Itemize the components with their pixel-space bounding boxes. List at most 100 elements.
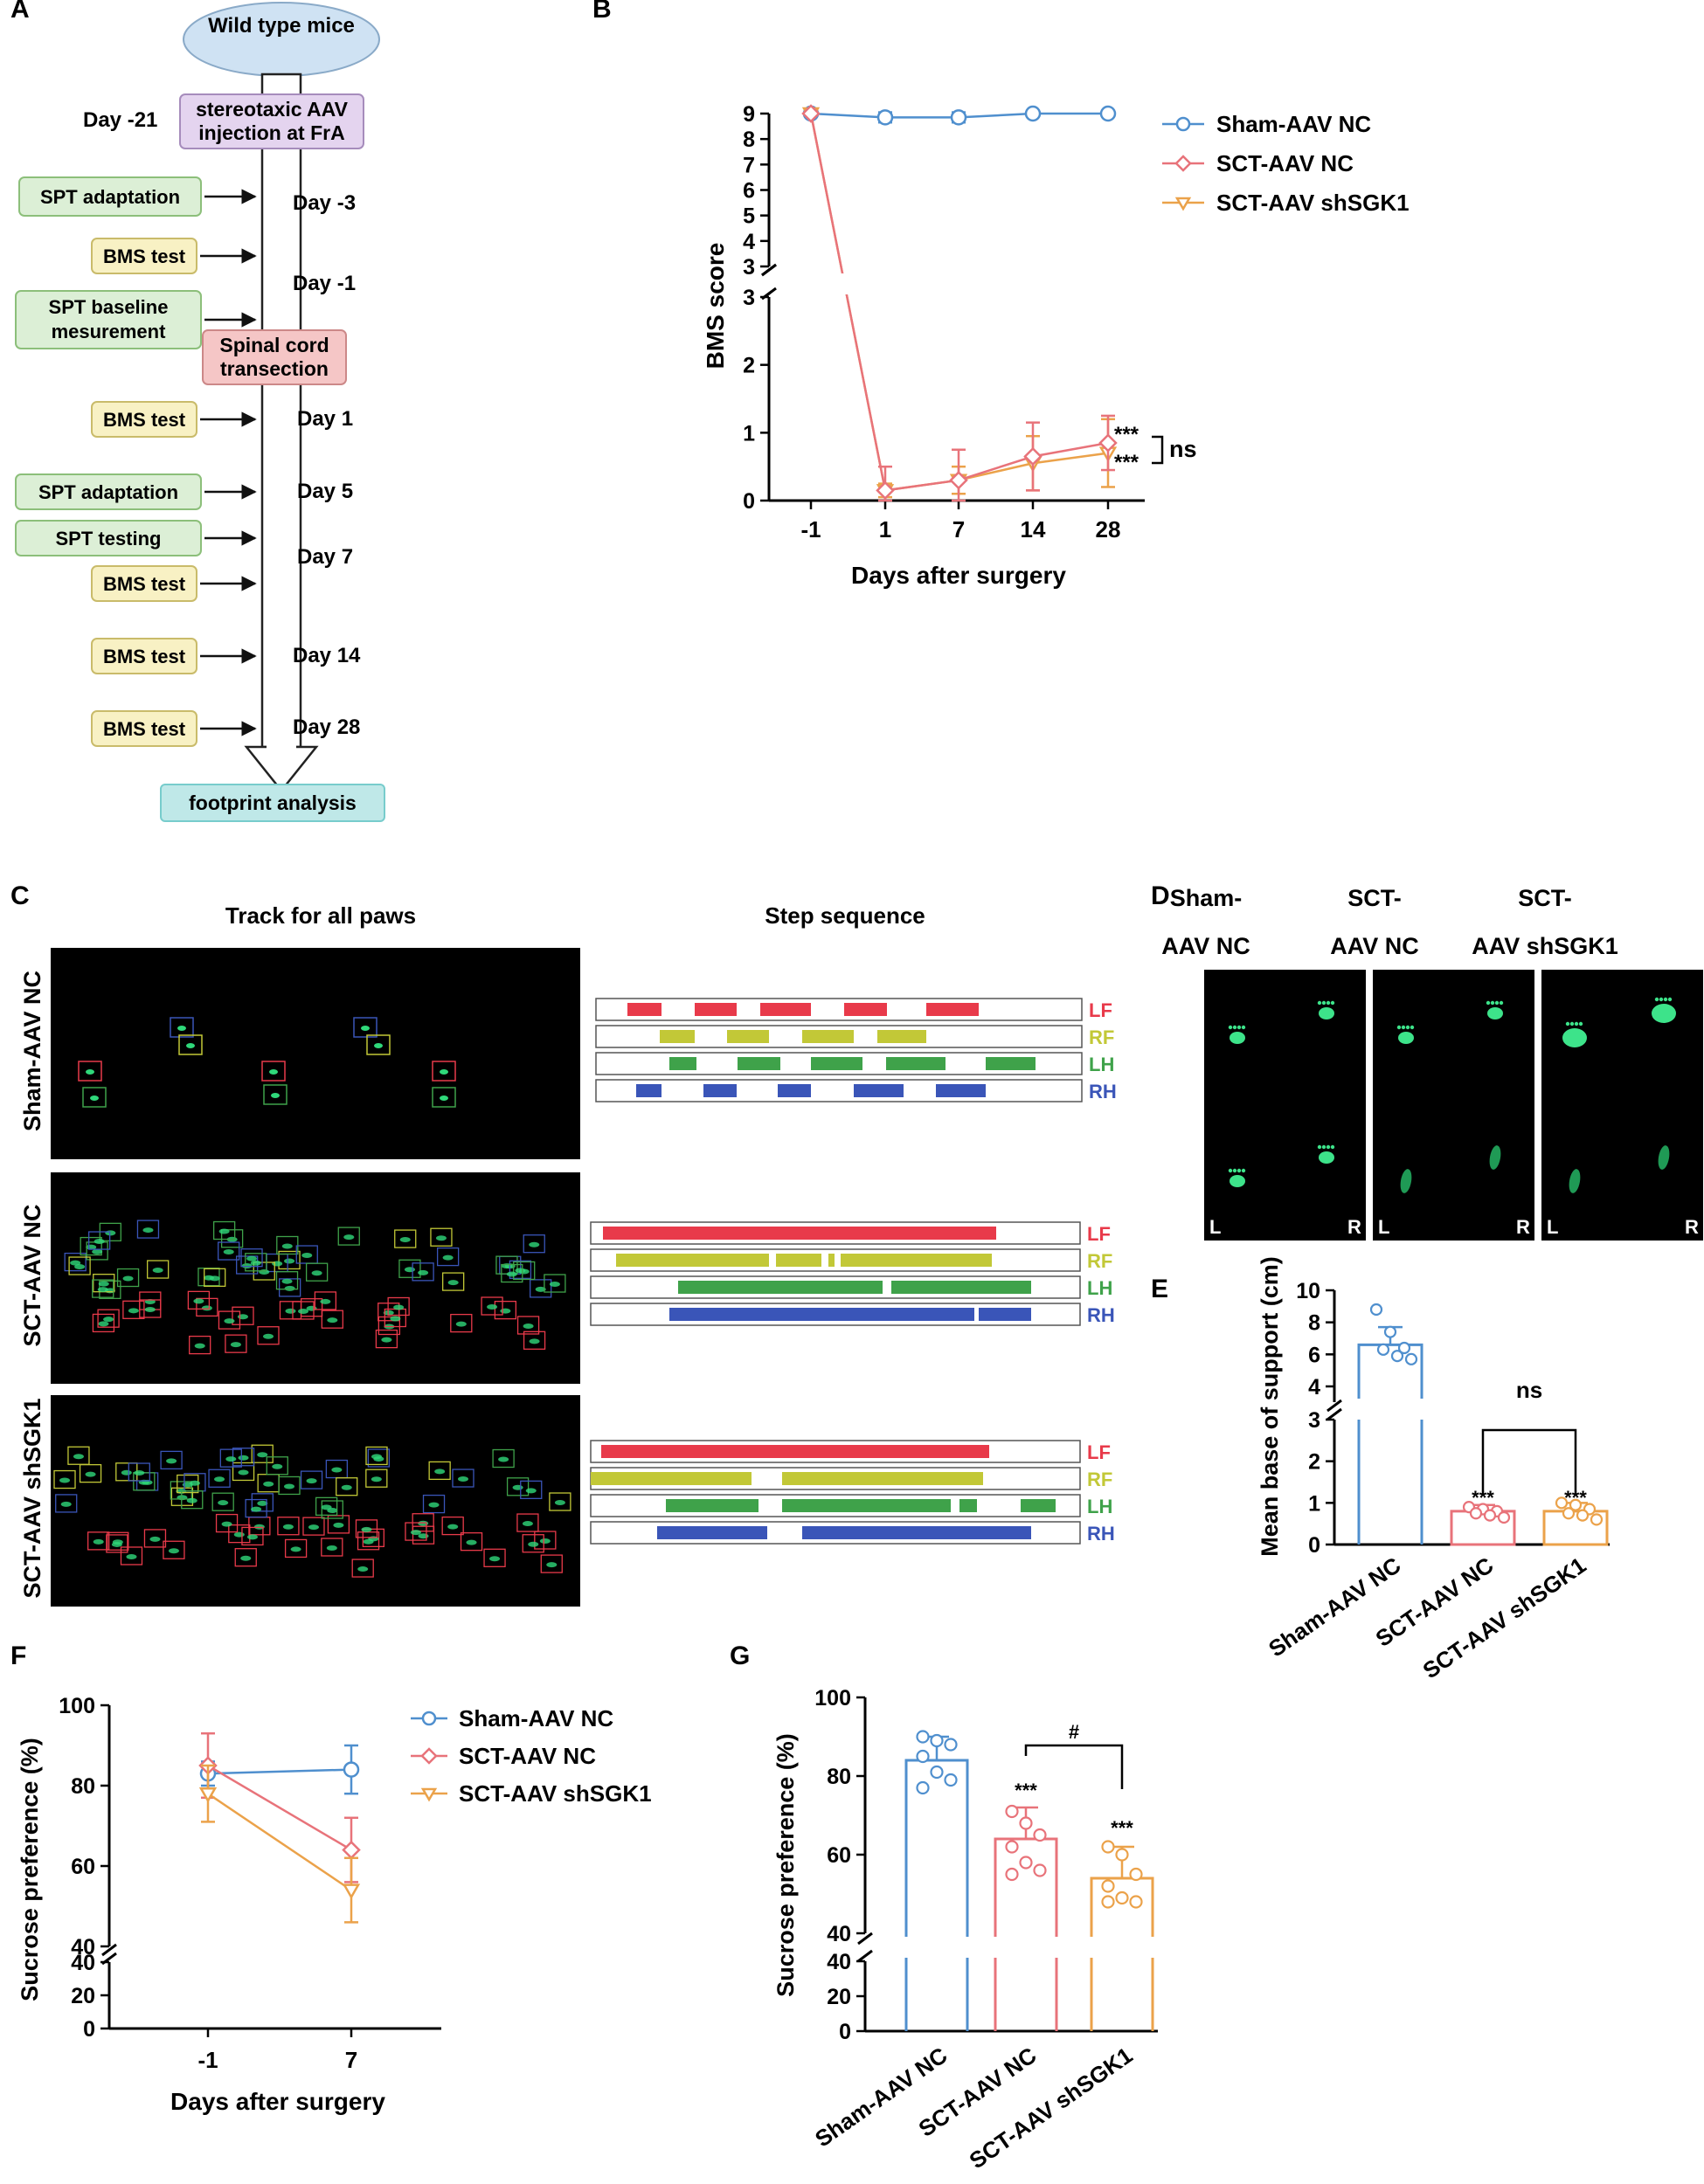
event-box	[15, 520, 202, 556]
y-tick-label: 20	[827, 1985, 851, 2009]
paw-print	[1400, 1169, 1412, 1193]
paw-detection-box	[530, 1279, 552, 1298]
paw-detection-box	[139, 1299, 162, 1318]
data-point	[1115, 1848, 1129, 1862]
start-label: Wild type mice	[208, 14, 355, 38]
y-tick-label: 6	[1308, 1343, 1320, 1367]
sct-label: Spinal cord transection	[219, 334, 329, 380]
step-bar	[616, 1254, 769, 1267]
event-box	[91, 401, 197, 438]
step-bar	[666, 1499, 758, 1512]
toe-print	[1228, 1168, 1233, 1173]
event-box	[91, 238, 197, 274]
data-point	[1576, 1509, 1590, 1522]
data-point	[1569, 1498, 1583, 1511]
row-label: SCT-AAV NC	[19, 1204, 45, 1346]
y-tick-label: 0	[743, 489, 755, 514]
data-point	[342, 1883, 361, 1900]
paw-print	[434, 1469, 446, 1475]
data-point	[420, 1787, 438, 1802]
paw-print	[341, 1484, 352, 1490]
paw-print	[418, 1269, 429, 1275]
paw-print	[308, 1524, 319, 1531]
toe-print	[1228, 1025, 1233, 1030]
paw-print	[1569, 1169, 1581, 1193]
text-line: stereotaxic AAV	[196, 98, 349, 121]
paw-detection-box	[366, 1034, 391, 1055]
step-lane	[595, 1079, 1083, 1102]
paw-print	[94, 1239, 105, 1245]
track-title: Track for all paws	[225, 902, 416, 929]
step-bar	[811, 1057, 862, 1070]
paw-print	[285, 1308, 296, 1314]
text-line: SPT baseline	[49, 296, 169, 318]
axis-break	[761, 287, 777, 301]
paw-print	[418, 1520, 429, 1526]
y-tick-label: 60	[827, 1843, 851, 1868]
step-bar	[854, 1084, 904, 1097]
step-bar	[782, 1472, 983, 1485]
paw-print	[90, 1095, 99, 1101]
paw-label: RH	[1087, 1523, 1115, 1545]
paw-detection-box	[412, 1525, 435, 1545]
paw-detection-box	[219, 1448, 242, 1468]
right-label: R	[1685, 1216, 1699, 1238]
paw-print	[263, 1333, 274, 1339]
data-point	[1590, 1513, 1604, 1526]
data-point	[916, 1749, 930, 1764]
step-bar	[926, 1003, 979, 1016]
toe-print	[1241, 1168, 1246, 1173]
paw-print	[404, 1267, 415, 1273]
footprint-box	[160, 784, 385, 822]
step-bar	[782, 1499, 951, 1512]
paw-detection-box	[204, 1268, 226, 1287]
paw-detection-box	[522, 1534, 544, 1553]
legend-label: Sham-AAV NC	[1216, 111, 1371, 137]
data-point	[1033, 1828, 1047, 1842]
data-point	[1376, 1343, 1390, 1356]
paw-detection-box	[387, 1296, 410, 1317]
paw-detection-box	[501, 1263, 523, 1283]
x-tick-label: SCT-AAV shSGK1	[1418, 1552, 1591, 1683]
toe-print	[1321, 1000, 1326, 1006]
left-label: L	[1209, 1216, 1221, 1238]
paw-detection-box	[128, 1462, 150, 1482]
day-label: Day -3	[293, 191, 356, 215]
track-image	[51, 948, 580, 1159]
paw-detection-box	[178, 1034, 203, 1055]
data-point	[1174, 155, 1192, 172]
paw-print	[246, 1255, 258, 1261]
paw-detection-box	[355, 1519, 378, 1538]
paw-detection-box	[516, 1316, 540, 1335]
data-point	[1115, 1890, 1129, 1905]
paw-print	[59, 1477, 71, 1483]
column-header: Sham-	[1170, 885, 1243, 911]
paw-detection-box	[97, 1309, 120, 1328]
paw-detection-box	[245, 1498, 267, 1518]
paw-print	[361, 1526, 372, 1532]
panel-letter-e: E	[1151, 1275, 1168, 1303]
paw-detection-box	[87, 1531, 110, 1551]
paw-label: LF	[1087, 1441, 1111, 1463]
paw-print	[168, 1548, 179, 1554]
paw-detection-box	[357, 1531, 380, 1551]
paw-detection-box	[251, 1493, 274, 1512]
y-tick-label: 8	[1308, 1311, 1320, 1336]
bar	[994, 1958, 1058, 2031]
paw-print	[457, 1476, 468, 1482]
toe-print	[1499, 1000, 1504, 1006]
bar	[904, 1958, 969, 2031]
paw-detection-box	[212, 1220, 236, 1241]
text-line: BMS test	[103, 646, 186, 667]
paw-print	[466, 1539, 477, 1545]
paw-detection-box	[540, 1554, 563, 1573]
paw-print	[539, 1538, 551, 1545]
text-line: SPT testing	[55, 528, 161, 549]
text-line: BMS test	[103, 718, 186, 740]
step-bar	[660, 1030, 695, 1043]
step-bar	[891, 1281, 1031, 1294]
paw-detection-box	[394, 1229, 417, 1248]
paw-detection-box	[82, 1087, 107, 1108]
data-point	[1005, 1840, 1019, 1854]
